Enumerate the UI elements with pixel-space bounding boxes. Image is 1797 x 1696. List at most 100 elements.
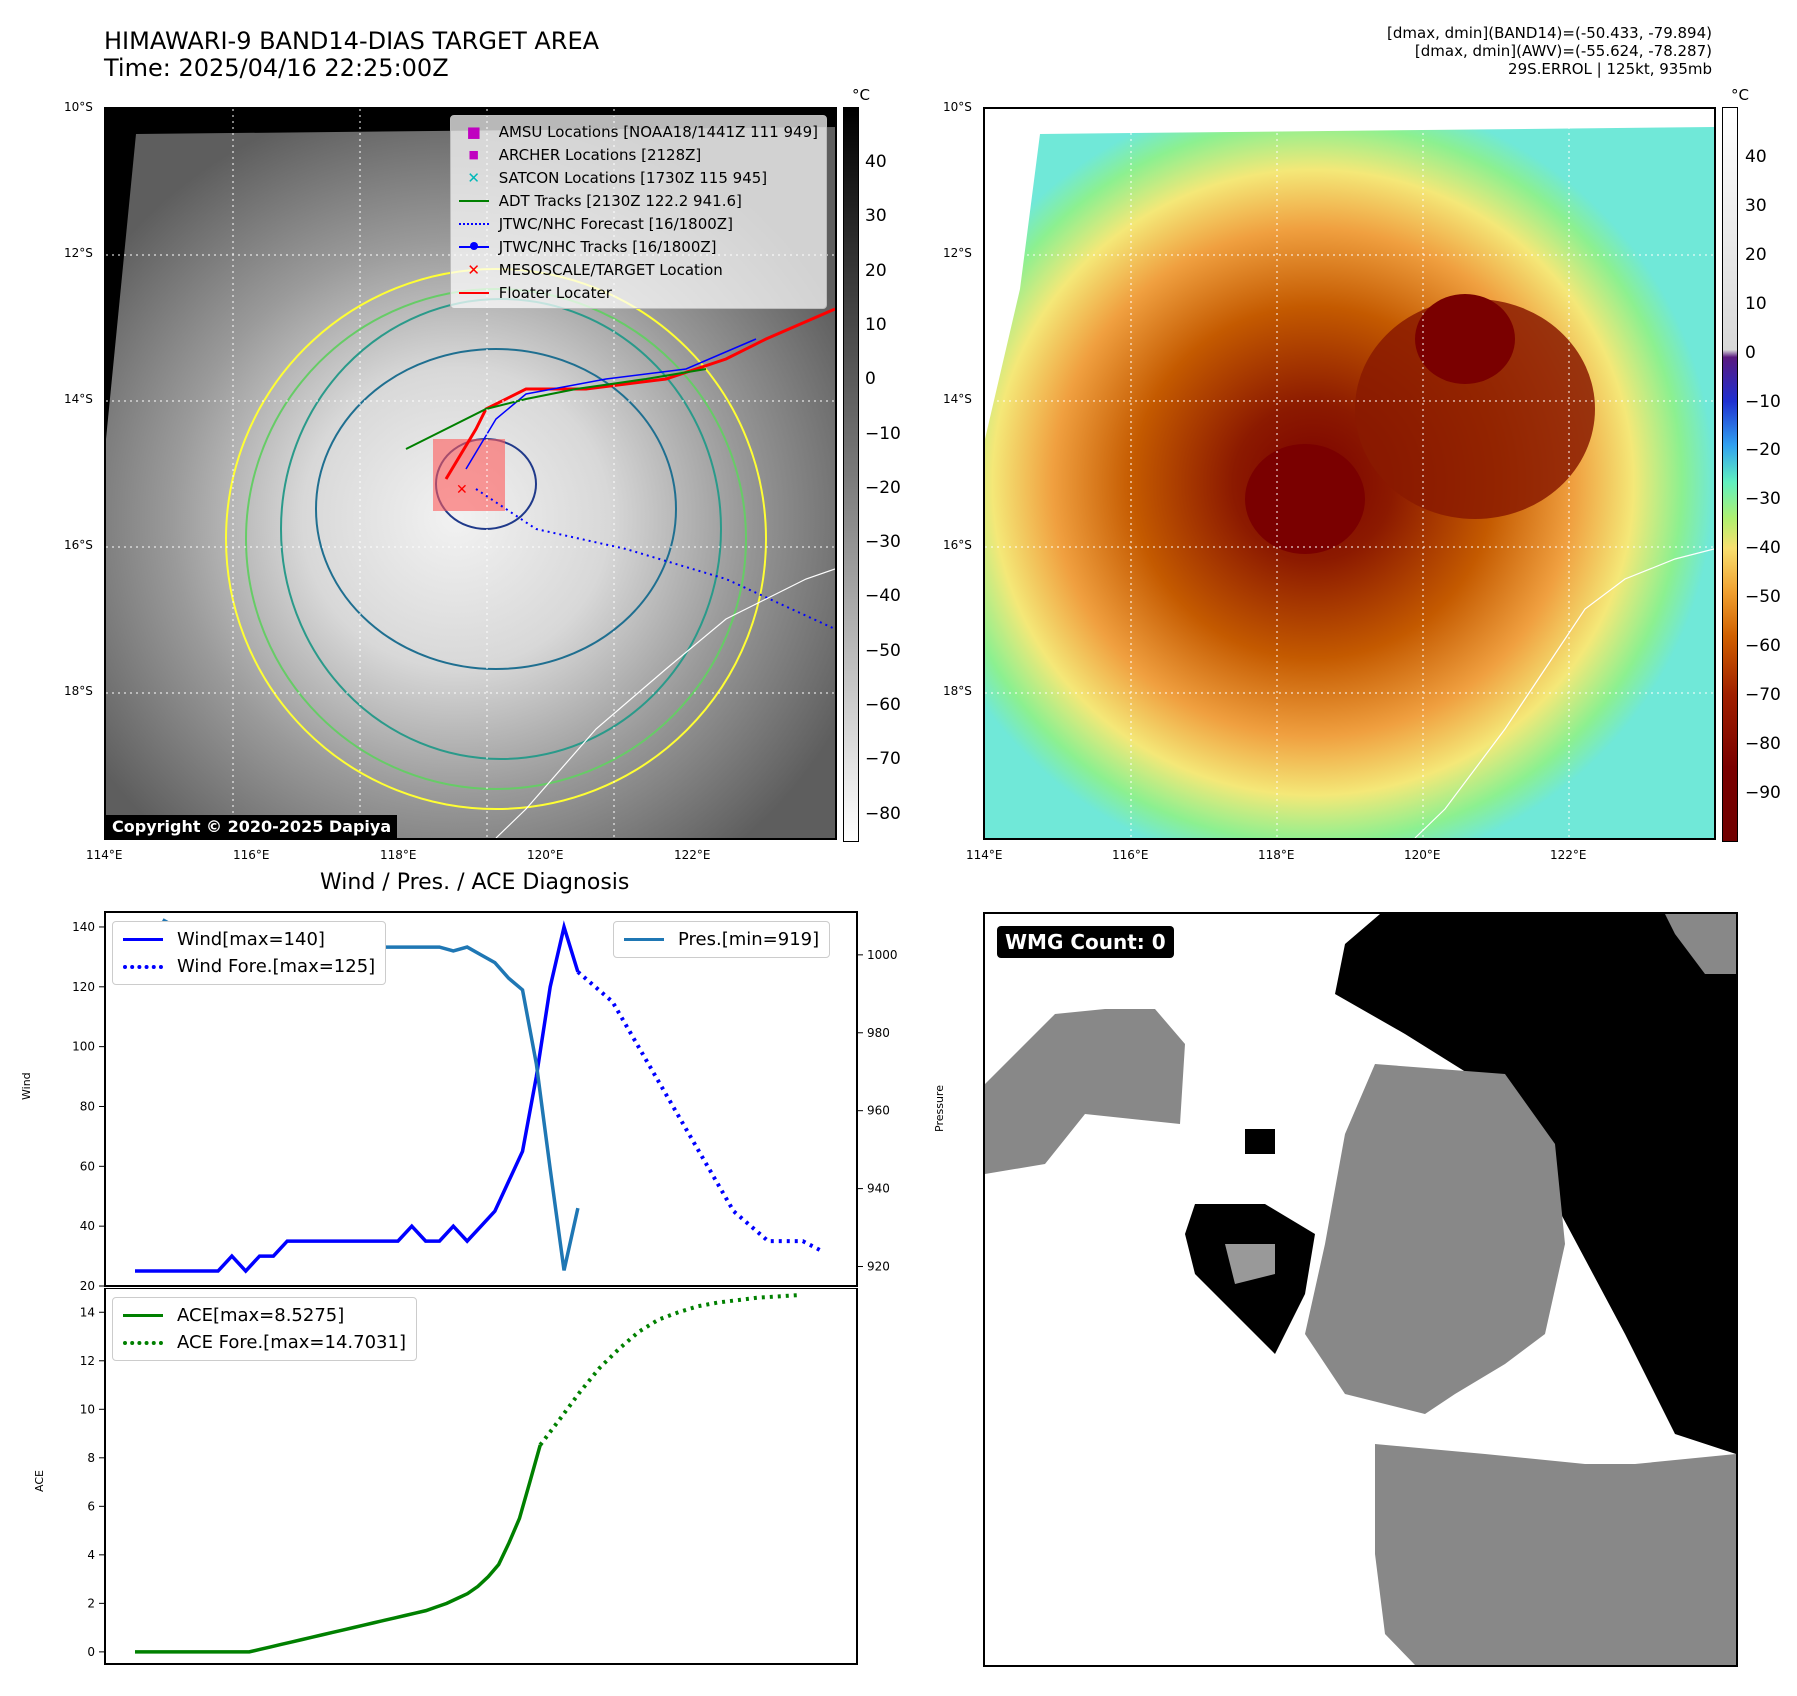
legend-mesoscale: ✕ MESOSCALE/TARGET Location xyxy=(459,258,818,281)
wmg-gray-region xyxy=(1305,1064,1565,1414)
wind-ytick-label: 80 xyxy=(80,1099,95,1113)
colorbar-tick-label: −40 xyxy=(1745,538,1781,559)
ace-ytick-label: 8 xyxy=(87,1451,95,1465)
gray-colorbar-unit: °C xyxy=(852,86,870,104)
colorbar-tick-label: −50 xyxy=(865,640,901,661)
ace-fore-series-line xyxy=(538,1293,797,1447)
ace-ytick-label: 12 xyxy=(80,1354,95,1368)
x-marker-icon: ✕ xyxy=(467,168,480,187)
wind-ytick-label: 20 xyxy=(80,1279,95,1290)
ace-ytick-label: 4 xyxy=(87,1548,95,1562)
legend-adt: ADT Tracks [2130Z 122.2 941.6] xyxy=(458,189,818,212)
lon-tick: 122°E xyxy=(674,848,711,862)
colorbar-tick-label: −10 xyxy=(1745,391,1781,412)
square-marker-icon: ■ xyxy=(468,148,479,161)
gray-colorbar xyxy=(843,107,859,842)
lat-tick: 10°S xyxy=(943,100,972,114)
colorbar-tick-label: 10 xyxy=(1745,293,1767,314)
lon-tick: 118°E xyxy=(1258,848,1295,862)
diagnosis-title: Wind / Pres. / ACE Diagnosis xyxy=(320,870,630,895)
colorbar-tick-label: 30 xyxy=(865,206,887,227)
color-colorbar xyxy=(1722,107,1738,842)
pressure-ytick-label: 940 xyxy=(867,1182,890,1196)
dotted-line-marker-icon xyxy=(123,964,163,969)
info-line1: [dmax, dmin](BAND14)=(-50.433, -79.894) xyxy=(1387,24,1712,42)
legend-wind: Wind[max=140] xyxy=(123,926,375,953)
colorbar-tick-label: −70 xyxy=(1745,684,1781,705)
ace-axes: 0 2 4 6 8 10 12 14 xyxy=(80,1305,105,1659)
colorbar-tick-label: −40 xyxy=(865,586,901,607)
convection-core xyxy=(1415,294,1515,384)
colorbar-tick-label: −50 xyxy=(1745,587,1781,608)
wind-ytick-label: 40 xyxy=(80,1219,95,1233)
pressure-ytick-label: 960 xyxy=(867,1104,890,1118)
wmg-gray-region xyxy=(985,1009,1185,1174)
pressure-ytick-label: 920 xyxy=(867,1260,890,1274)
lon-tick: 116°E xyxy=(1112,848,1149,862)
target-area-box xyxy=(433,439,505,511)
ace-ytick-label: 14 xyxy=(80,1305,95,1319)
wmg-black-region xyxy=(1335,914,1736,1454)
colorbar-tick-label: 0 xyxy=(1745,342,1756,363)
lat-tick: 12°S xyxy=(64,246,93,260)
square-marker-icon: ■ xyxy=(466,122,481,141)
figure-title-line1: HIMAWARI-9 BAND14-DIAS TARGET AREA xyxy=(104,27,600,55)
figure-title: HIMAWARI-9 BAND14-DIAS TARGET AREA Time:… xyxy=(104,28,599,82)
wmg-black-region xyxy=(1245,1129,1275,1154)
legend-satcon: ✕ SATCON Locations [1730Z 115 945] xyxy=(459,166,818,189)
wmg-image xyxy=(985,914,1736,1665)
lon-tick: 114°E xyxy=(966,848,1003,862)
pressure-ytick-label: 1000 xyxy=(867,948,898,962)
lat-tick: 10°S xyxy=(64,100,93,114)
pressure-ylabel: Pressure xyxy=(933,1085,946,1132)
contour-blue xyxy=(315,348,677,670)
figure-title-line2: Time: 2025/04/16 22:25:00Z xyxy=(104,54,449,82)
wind-ytick-label: 140 xyxy=(72,920,95,934)
legend-wind-fore: Wind Fore.[max=125] xyxy=(123,953,375,980)
info-line3: 29S.ERROL | 125kt, 935mb xyxy=(1508,60,1712,78)
legend-ace-fore: ACE Fore.[max=14.7031] xyxy=(123,1329,406,1356)
jtwc-forecast xyxy=(475,488,835,630)
colorbar-tick-label: −60 xyxy=(1745,636,1781,656)
target-x-marker: ✕ xyxy=(456,482,468,498)
coastline xyxy=(1414,548,1714,838)
figure-info: [dmax, dmin](BAND14)=(-50.433, -79.894) … xyxy=(1387,24,1712,78)
color-map-grid xyxy=(985,109,1714,838)
line-marker-icon xyxy=(123,938,163,941)
colorbar-tick-label: −20 xyxy=(865,477,901,498)
color-ir-map-panel xyxy=(983,107,1716,840)
ace-series-line xyxy=(135,1444,542,1654)
color-ir-map-svg xyxy=(985,109,1714,838)
line-marker-icon xyxy=(624,938,664,941)
lat-tick: 14°S xyxy=(64,392,93,406)
coastline xyxy=(495,568,835,838)
ace-chart: 0 2 4 6 8 10 12 14 xyxy=(80,1288,858,1665)
lon-tick: 118°E xyxy=(380,848,417,862)
legend-archer: ■ ARCHER Locations [2128Z] xyxy=(459,143,818,166)
eyewall xyxy=(1245,444,1365,554)
wind-ytick-label: 100 xyxy=(72,1040,95,1054)
ace-ytick-label: 0 xyxy=(87,1645,95,1659)
wmg-gray-region xyxy=(1665,914,1736,974)
wind-series-line xyxy=(135,920,580,1274)
line-dot-marker-icon xyxy=(458,241,489,250)
legend-ace: ACE[max=8.5275] xyxy=(123,1302,406,1329)
wind-ylabel: Wind xyxy=(20,1072,33,1100)
colorbar-tick-label: −60 xyxy=(865,695,901,715)
legend-jtwc-forecast: JTWC/NHC Forecast [16/1800Z] xyxy=(458,212,818,235)
color-colorbar-unit: °C xyxy=(1731,86,1749,104)
line-marker-icon xyxy=(123,1314,163,1317)
colorbar-tick-label: 40 xyxy=(1745,147,1767,167)
lat-tick: 12°S xyxy=(943,246,972,260)
lat-tick: 14°S xyxy=(943,392,972,406)
colorbar-tick-label: −80 xyxy=(1745,733,1781,754)
legend-floater: Floater Locater xyxy=(458,281,818,304)
colorbar-tick-label: −10 xyxy=(865,423,901,444)
lat-tick: 18°S xyxy=(943,684,972,698)
convection-blob xyxy=(1355,299,1595,519)
colorbar-tick-label: −70 xyxy=(865,749,901,770)
colorbar-tick-label: −30 xyxy=(865,532,901,553)
lon-tick: 120°E xyxy=(1404,848,1441,862)
x-marker-icon: ✕ xyxy=(467,260,480,279)
jtwc-track xyxy=(465,338,757,470)
